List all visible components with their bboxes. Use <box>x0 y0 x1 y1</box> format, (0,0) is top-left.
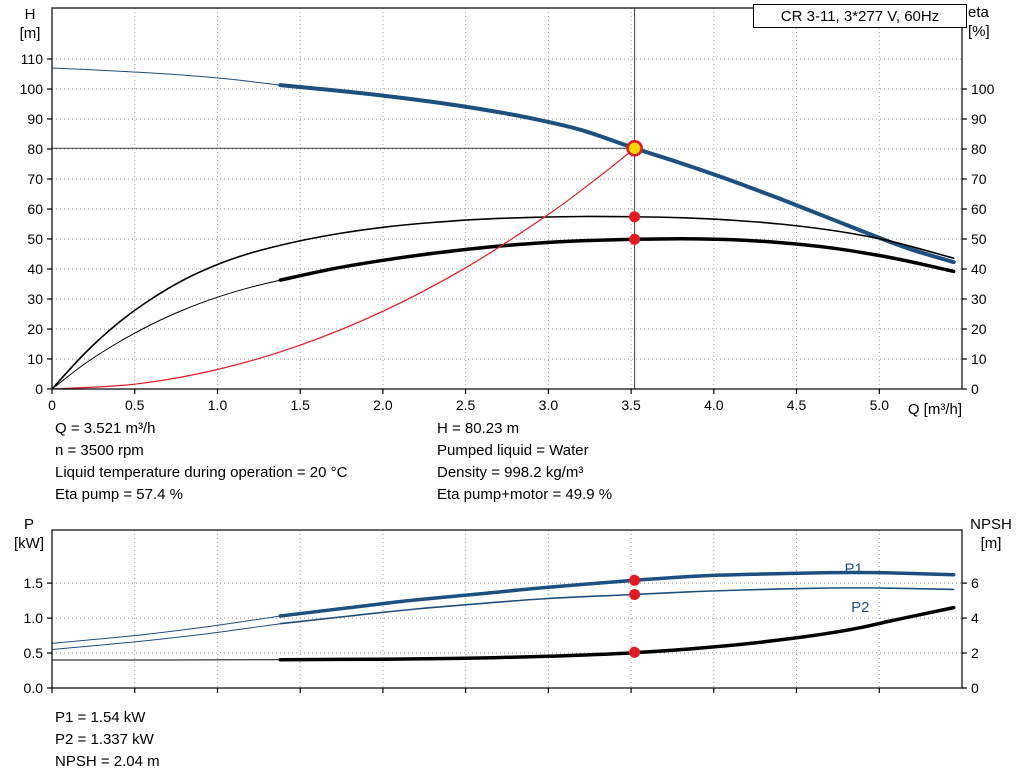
eta-pump-curve <box>51 215 955 390</box>
right-axis-tick-label: 60 <box>971 201 987 217</box>
head-axis-title: H [m] <box>8 5 52 43</box>
eta-axis-title: eta [%] <box>968 3 1018 41</box>
power-axis-title: P [kW] <box>6 515 52 553</box>
power-axis-symbol: P <box>23 516 34 533</box>
head-axis-unit: [m] <box>19 25 41 42</box>
npsh-axis-unit: [m] <box>980 535 1002 552</box>
right-axis-tick-label: 10 <box>971 351 987 367</box>
p1-marker <box>629 574 641 586</box>
x-axis-tick-label: 3.0 <box>539 397 559 413</box>
right-axis-tick-label: 40 <box>971 261 987 277</box>
x-axis-tick-label: 1.0 <box>208 397 228 413</box>
right-axis-tick-label: 80 <box>971 141 987 157</box>
power-axis-unit: [kW] <box>14 535 44 552</box>
left-axis-tick-label: 10 <box>27 351 43 367</box>
x-axis-tick-label: 1.5 <box>290 397 310 413</box>
density-readout: Density = 998.2 kg/m³ <box>437 464 584 481</box>
npsh-marker <box>629 646 641 658</box>
eta-pump-marker <box>629 211 641 223</box>
plot-frame <box>51 529 963 689</box>
left-axis-tick-label: 90 <box>27 111 43 127</box>
duty-info-left-column: Q = 3.521 m³/h n = 3500 rpm Liquid tempe… <box>55 418 347 506</box>
eta-pump-readout: Eta pump = 57.4 % <box>55 486 183 503</box>
left-axis-tick-label: 80 <box>27 141 43 157</box>
right-axis-tick-label: 90 <box>971 111 987 127</box>
power-info-column: P1 = 1.54 kW P2 = 1.337 kW NPSH = 2.04 m <box>55 707 160 773</box>
p1-readout: P1 = 1.54 kW <box>55 709 146 726</box>
system-curve <box>51 147 636 390</box>
x-axis-tick-label: 4.0 <box>704 397 724 413</box>
p2-label: P2 <box>851 599 869 616</box>
left-axis-tick-label: 1.0 <box>24 610 44 626</box>
right-axis-tick-label: 4 <box>971 610 979 626</box>
duty-info-right-column: H = 80.23 m Pumped liquid = Water Densit… <box>437 418 612 506</box>
right-axis-tick-label: 2 <box>971 645 979 661</box>
left-axis-tick-label: 0 <box>35 381 43 397</box>
head-axis-symbol: H <box>24 6 36 23</box>
right-axis-tick-label: 100 <box>971 81 995 97</box>
left-axis-tick-label: 110 <box>21 51 44 67</box>
right-axis-tick-label: 30 <box>971 291 987 307</box>
left-axis-tick-label: 50 <box>27 231 43 247</box>
left-axis-tick-label: 100 <box>20 81 44 97</box>
right-axis-tick-label: 0 <box>971 381 979 397</box>
eta-pump-motor-marker <box>629 233 641 245</box>
pumped-liquid-readout: Pumped liquid = Water <box>437 442 589 459</box>
plot-frame <box>51 7 963 390</box>
duty-point-marker[interactable] <box>626 140 643 157</box>
flow-readout: Q = 3.521 m³/h <box>55 420 156 437</box>
x-axis-tick-label: 4.5 <box>787 397 807 413</box>
right-axis-tick-label: 0 <box>971 680 979 696</box>
x-axis-tick-label: 2.5 <box>456 397 476 413</box>
eta-pump-motor-lead <box>51 279 281 390</box>
liquid-temperature-readout: Liquid temperature during operation = 20… <box>55 464 348 481</box>
pump-variant-label: CR 3-11, 3*277 V, 60Hz <box>780 7 940 25</box>
x-axis-tick-label: 2.0 <box>373 397 393 413</box>
left-axis-tick-label: 70 <box>27 171 43 187</box>
left-axis-tick-label: 0.5 <box>24 645 44 661</box>
right-axis-tick-label: 6 <box>971 575 979 591</box>
p1-curve-lead <box>51 615 281 644</box>
left-axis-tick-label: 0.0 <box>24 680 44 696</box>
eta-axis-unit: [%] <box>968 23 990 40</box>
speed-readout: n = 3500 rpm <box>55 442 144 459</box>
eta-pump-motor-readout: Eta pump+motor = 49.9 % <box>437 486 613 503</box>
left-axis-tick-label: 20 <box>27 321 43 337</box>
p2-readout: P2 = 1.337 kW <box>55 731 154 748</box>
flow-axis-title: Q [m³/h] <box>842 400 962 419</box>
npsh-curve <box>278 605 956 662</box>
right-axis-tick-label: 70 <box>971 171 987 187</box>
h-curve-lead <box>51 67 281 86</box>
head-readout: H = 80.23 m <box>437 420 520 437</box>
p2-curve-lead <box>51 623 281 650</box>
eta-axis-symbol: eta <box>968 4 989 21</box>
x-axis-tick-label: 0.5 <box>125 397 145 413</box>
eta-pump-motor-curve <box>278 236 956 282</box>
npsh-readout: NPSH = 2.04 m <box>55 753 160 770</box>
left-axis-tick-label: 30 <box>27 291 43 307</box>
x-axis-tick-label: 0 <box>48 397 56 413</box>
right-axis-tick-label: 50 <box>971 231 987 247</box>
left-axis-tick-label: 40 <box>27 261 43 277</box>
npsh-axis-symbol: NPSH <box>970 516 1012 533</box>
left-axis-tick-label: 60 <box>27 201 43 217</box>
x-axis-tick-label: 3.5 <box>621 397 641 413</box>
right-axis-tick-label: 20 <box>971 321 987 337</box>
pump-variant-box: CR 3-11, 3*277 V, 60Hz <box>753 4 967 28</box>
npsh-axis-title: NPSH [m] <box>962 515 1020 553</box>
flow-axis-label: Q [m³/h] <box>907 401 962 418</box>
p2-marker <box>629 589 641 600</box>
x-axis-tick-label: 5.0 <box>870 397 890 413</box>
p1-label: P1 <box>845 560 863 577</box>
left-axis-tick-label: 1.5 <box>24 575 44 591</box>
h-curve <box>278 83 956 265</box>
